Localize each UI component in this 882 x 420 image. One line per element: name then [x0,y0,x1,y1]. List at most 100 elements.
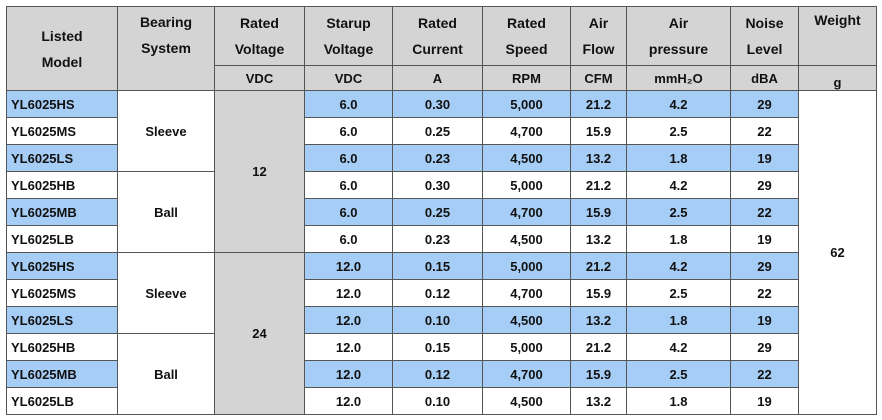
header-startup-voltage: Starup Voltage [304,6,393,66]
cell-flow: 21.2 [570,333,627,361]
cell-bearing-group: Ball [117,333,215,415]
cell-voltage-group: 24 [214,252,305,415]
cell-startup: 12.0 [304,252,393,280]
table-row: YL6025MS 6.0 0.25 4,700 15.9 2.5 22 [6,117,877,145]
cell-startup: 6.0 [304,144,393,172]
cell-current: 0.10 [392,387,483,415]
cell-current: 0.15 [392,252,483,280]
cell-pressure: 4.2 [626,171,731,199]
cell-speed: 5,000 [482,90,571,118]
cell-current: 0.10 [392,306,483,334]
cell-model: YL6025HS [6,90,118,118]
cell-model: YL6025LS [6,144,118,172]
cell-model: YL6025LB [6,387,118,415]
cell-speed: 4,700 [482,198,571,226]
cell-current: 0.23 [392,225,483,253]
header-noise-level: Noise Level [730,6,799,66]
cell-startup: 12.0 [304,387,393,415]
fan-spec-table: Listed Model Bearing System Rated Voltag… [6,6,877,415]
cell-flow: 21.2 [570,252,627,280]
cell-speed: 4,500 [482,387,571,415]
cell-noise: 29 [730,333,799,361]
cell-flow: 21.2 [570,171,627,199]
table-row: YL6025HS Sleeve 24 12.0 0.15 5,000 21.2 … [6,252,877,415]
cell-noise: 29 [730,171,799,199]
header-text: Level [746,41,783,57]
table-row: YL6025HS Sleeve 12 6.0 0.30 5,000 21.2 4… [6,90,877,415]
header-text: Model [41,53,83,70]
cell-noise: 22 [730,279,799,307]
table-row: YL6025LB 12.0 0.10 4,500 13.2 1.8 19 [6,387,877,415]
cell-speed: 4,500 [482,225,571,253]
unit-rated-speed: RPM [482,65,571,91]
unit-rated-current: A [392,65,483,91]
table-row: YL6025MB 12.0 0.12 4,700 15.9 2.5 22 [6,360,877,388]
cell-startup: 12.0 [304,360,393,388]
cell-flow: 13.2 [570,306,627,334]
cell-bearing-group: Sleeve [117,90,215,172]
cell-speed: 5,000 [482,252,571,280]
header-rated-voltage: Rated Voltage [214,6,305,66]
cell-pressure: 1.8 [626,387,731,415]
header-text: pressure [648,41,709,57]
cell-noise: 29 [730,90,799,118]
cell-voltage-group: 12 [214,90,305,253]
header-text: Bearing [139,14,193,30]
cell-current: 0.25 [392,198,483,226]
cell-noise: 19 [730,144,799,172]
unit-noise-level: dBA [730,65,799,91]
cell-startup: 6.0 [304,171,393,199]
cell-speed: 5,000 [482,333,571,361]
cell-flow: 15.9 [570,360,627,388]
cell-model: YL6025MS [6,117,118,145]
header-text: Weight [814,12,861,28]
cell-pressure: 2.5 [626,360,731,388]
header-text: Air [668,15,689,31]
cell-model: YL6025MS [6,279,118,307]
table-row: YL6025MS 12.0 0.12 4,700 15.9 2.5 22 [6,279,877,307]
cell-model: YL6025HB [6,333,118,361]
cell-model: YL6025MB [6,198,118,226]
header-bearing-system: Bearing System [117,6,215,91]
cell-current: 0.15 [392,333,483,361]
cell-speed: 4,500 [482,306,571,334]
cell-pressure: 1.8 [626,306,731,334]
cell-pressure: 4.2 [626,333,731,361]
cell-pressure: 1.8 [626,144,731,172]
cell-pressure: 4.2 [626,252,731,280]
header-air-flow: Air Flow [570,6,627,66]
cell-startup: 6.0 [304,90,393,118]
cell-model: YL6025LB [6,225,118,253]
cell-startup: 12.0 [304,279,393,307]
cell-pressure: 2.5 [626,279,731,307]
cell-flow: 13.2 [570,225,627,253]
table-row: YL6025HB Ball 12.0 0.15 5,000 21.2 4.2 2… [6,333,877,415]
header-listed-model: Listed Model [6,6,118,91]
header-text: Starup [326,15,371,31]
header-text: Air [588,15,609,31]
cell-pressure: 4.2 [626,90,731,118]
cell-pressure: 1.8 [626,225,731,253]
unit-rated-voltage: VDC [214,65,305,91]
cell-speed: 4,700 [482,279,571,307]
header-rated-current: Rated Current [392,6,483,66]
cell-current: 0.12 [392,360,483,388]
cell-startup: 6.0 [304,198,393,226]
header-text: Noise [745,15,784,31]
cell-flow: 13.2 [570,144,627,172]
cell-noise: 19 [730,225,799,253]
header-text: Rated [418,15,457,31]
cell-speed: 4,500 [482,144,571,172]
cell-current: 0.12 [392,279,483,307]
table-row: YL6025LS 12.0 0.10 4,500 13.2 1.8 19 [6,306,877,334]
header-rated-speed: Rated Speed [482,6,571,66]
cell-flow: 15.9 [570,117,627,145]
cell-flow: 15.9 [570,279,627,307]
header-text: Rated [240,15,279,31]
cell-speed: 4,700 [482,360,571,388]
units-row: VDC VDC A RPM CFM mmH₂O dBA g [7,65,877,91]
table-row: YL6025LS 6.0 0.23 4,500 13.2 1.8 19 [6,144,877,172]
cell-noise: 29 [730,252,799,280]
cell-flow: 21.2 [570,90,627,118]
cell-weight: 62 [798,90,877,415]
